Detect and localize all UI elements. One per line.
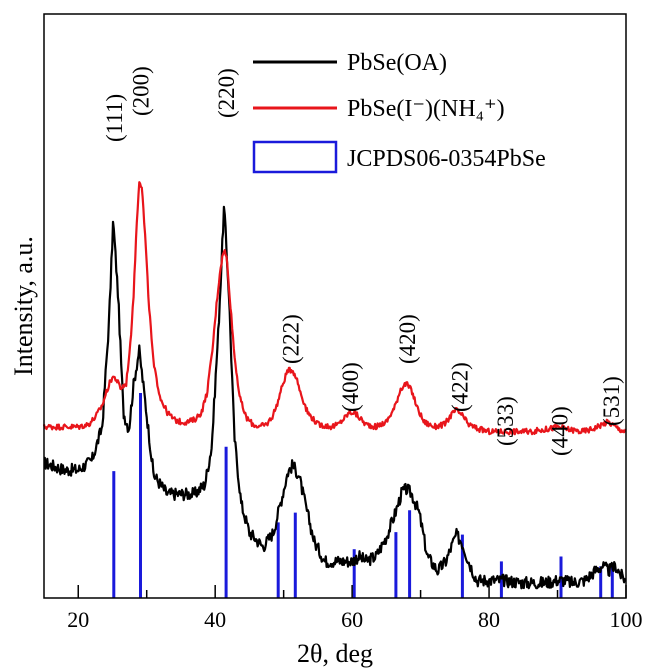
peak-label: (531) bbox=[599, 376, 624, 426]
peak-label: (111) bbox=[102, 94, 127, 142]
peak-label: (422) bbox=[448, 362, 473, 412]
x-tick-label: 20 bbox=[67, 607, 89, 632]
legend-label-series-2: PbSe(I⁻)(NH₄⁺) bbox=[347, 96, 505, 122]
legend-label-reference: JCPDS06-0354PbSe bbox=[347, 146, 546, 172]
series-line-1 bbox=[43, 205, 627, 590]
legend: PbSe(OA) PbSe(I⁻)(NH₄⁺) JCPDS06-0354PbSe bbox=[252, 50, 546, 174]
x-tick-label: 80 bbox=[478, 607, 500, 632]
legend-swatch-reference bbox=[252, 140, 338, 174]
peak-label: (533) bbox=[493, 396, 518, 446]
x-tick-label: 60 bbox=[341, 607, 363, 632]
series-line-2 bbox=[42, 181, 627, 436]
x-axis-ticks: 20 40 60 80 100 bbox=[67, 585, 643, 632]
peak-label: (420) bbox=[395, 314, 420, 364]
peak-label: (400) bbox=[338, 362, 363, 412]
legend-label-series-1: PbSe(OA) bbox=[347, 50, 447, 76]
y-axis-label: Intensity, a.u. bbox=[9, 236, 38, 376]
x-tick-label: 100 bbox=[610, 607, 643, 632]
plot-frame bbox=[43, 13, 627, 599]
peak-label: (440) bbox=[548, 406, 573, 456]
peak-label: (222) bbox=[279, 314, 304, 364]
series-lines bbox=[42, 181, 627, 590]
x-tick-label: 40 bbox=[204, 607, 226, 632]
peak-label: (200) bbox=[129, 66, 154, 116]
peak-annotations: (111)(200) (220) (222) (400) (420) (422) (533)… bbox=[102, 66, 624, 456]
peak-label: (220) bbox=[214, 68, 239, 118]
x-axis-label: 2θ, deg bbox=[297, 639, 373, 668]
